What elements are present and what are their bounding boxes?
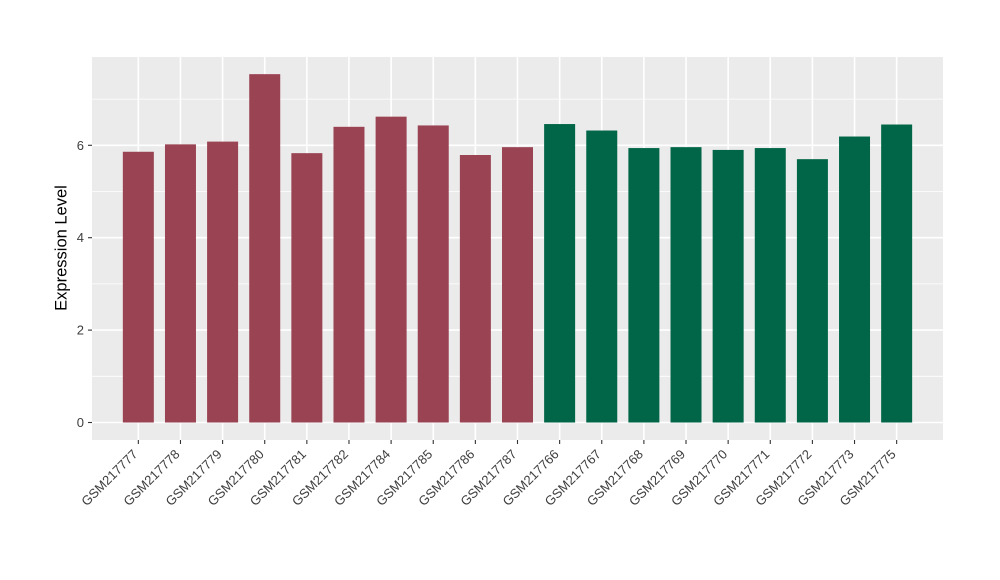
bar-GSM217784 xyxy=(375,116,407,423)
y-tick-label: 6 xyxy=(77,138,84,153)
bar-GSM217787 xyxy=(502,147,533,423)
bar-GSM217778 xyxy=(164,144,196,423)
bar-GSM217780 xyxy=(249,74,281,423)
bar-GSM217766 xyxy=(544,124,576,423)
y-tick-label: 4 xyxy=(77,230,84,245)
bar-GSM217769 xyxy=(670,147,702,423)
bar-GSM217772 xyxy=(796,159,828,423)
bar-GSM217767 xyxy=(586,130,618,423)
y-tick-label: 2 xyxy=(77,323,84,338)
bar-GSM217781 xyxy=(291,153,323,423)
bar-GSM217777 xyxy=(122,151,154,423)
bar-GSM217768 xyxy=(628,148,660,423)
bar-GSM217770 xyxy=(712,149,744,423)
bar-GSM217786 xyxy=(459,155,491,423)
bar-GSM217779 xyxy=(207,141,239,423)
bar-GSM217771 xyxy=(754,148,786,423)
bar-GSM217773 xyxy=(839,136,871,423)
y-tick-label: 0 xyxy=(77,415,84,430)
bar-GSM217785 xyxy=(417,125,449,423)
bar-GSM217782 xyxy=(333,126,365,423)
y-axis-title: Expression Level xyxy=(52,185,71,311)
bar-GSM217775 xyxy=(881,124,913,423)
